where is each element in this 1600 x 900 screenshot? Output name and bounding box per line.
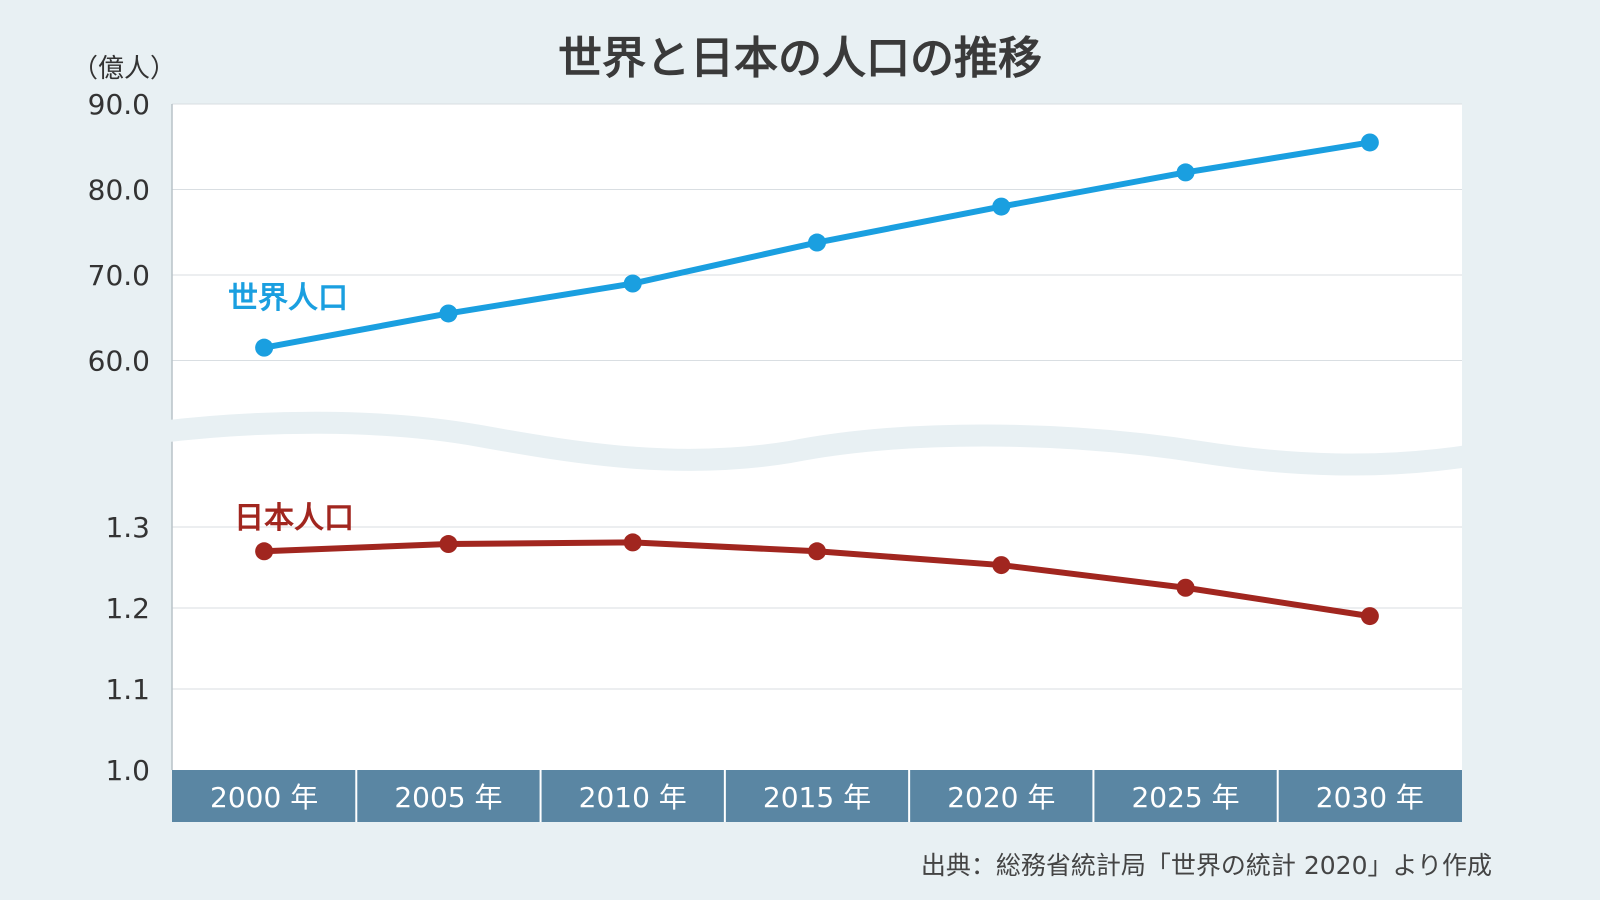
x-tick-label: 2005 年: [394, 781, 502, 814]
x-tick-label: 2025 年: [1131, 781, 1239, 814]
chart-title: 世界と日本の人口の推移: [558, 33, 1042, 84]
japan-data-point: [1360, 607, 1379, 626]
world-data-point: [808, 233, 826, 252]
x-tick-label: 2030 年: [1316, 781, 1424, 814]
y-tick-label: 1.2: [105, 592, 150, 625]
x-tick-label: 2020 年: [947, 781, 1055, 814]
japan-data-point: [439, 535, 458, 554]
world-data-point: [439, 304, 458, 323]
y-tick-label: 1.3: [105, 511, 150, 544]
world-data-point: [623, 274, 642, 293]
y-tick-label: 70.0: [88, 259, 150, 292]
x-tick-label: 2000 年: [210, 781, 318, 814]
x-axis-band: [172, 770, 1462, 822]
japan-data-point: [992, 556, 1011, 575]
japan-data-point: [1176, 578, 1195, 597]
world-data-point: [1360, 133, 1379, 152]
x-tick-label: 2010 年: [579, 781, 687, 814]
japan-data-point: [623, 533, 642, 552]
world-data-point: [255, 338, 274, 357]
y-tick-label: 60.0: [88, 345, 150, 378]
japan-data-point: [255, 542, 274, 561]
japan-data-point: [808, 542, 826, 561]
world-series-label: 世界人口: [228, 281, 348, 316]
x-tick-label: 2015 年: [763, 781, 871, 814]
y-tick-label: 1.1: [105, 673, 150, 706]
y-tick-label: 1.0: [105, 754, 150, 787]
y-tick-label: 80.0: [88, 174, 150, 207]
source-note: 出典：総務省統計局「世界の統計 2020」より作成: [920, 851, 1492, 880]
y-tick-label: 90.0: [88, 88, 150, 121]
world-data-point: [992, 197, 1011, 216]
axis-break-wave: [158, 411, 1477, 476]
world-data-point: [1176, 163, 1195, 182]
y-axis-unit-label: （億人）: [72, 54, 177, 84]
japan-series-label: 日本人口: [234, 501, 354, 536]
